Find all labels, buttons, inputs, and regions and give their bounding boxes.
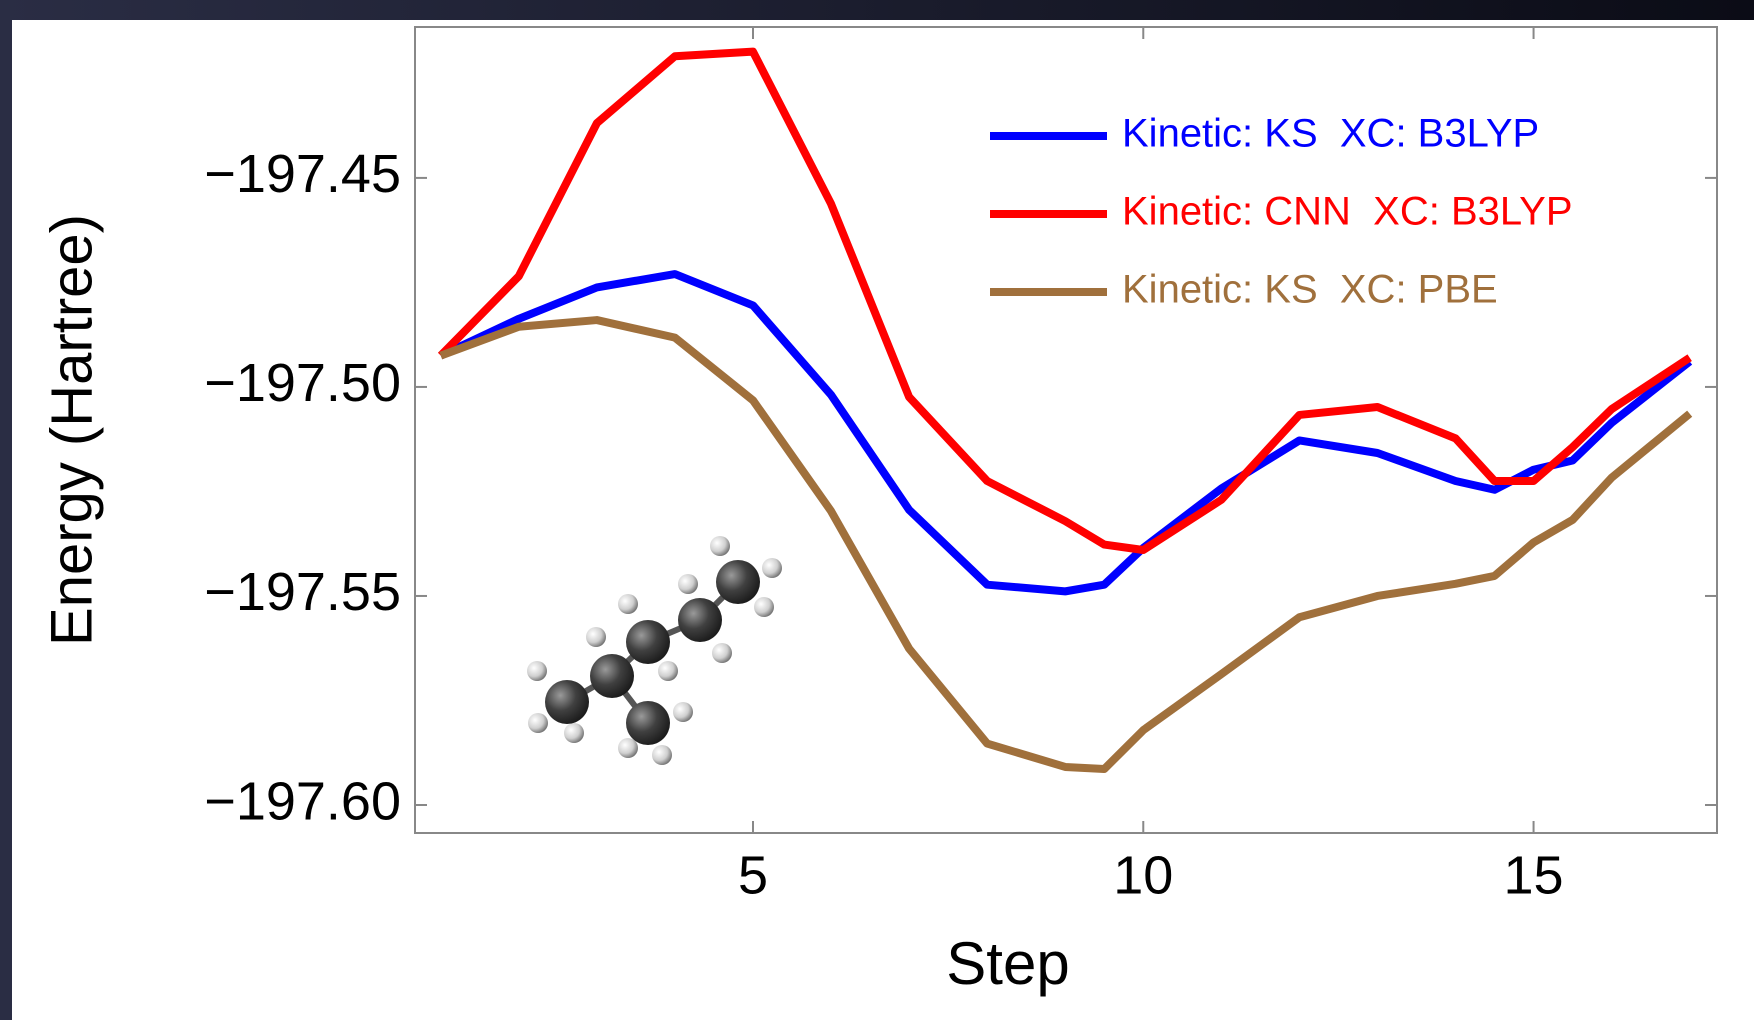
- legend-label: Kinetic: KS XC: B3LYP: [1122, 112, 1539, 156]
- x-axis-label: Step: [946, 930, 1069, 997]
- page: {"chart_data": { "type": "line", "x_labe…: [0, 0, 1754, 1020]
- chart: Step Energy (Hartree) −197.60 −197.55 −197…: [0, 0, 1754, 1020]
- x-tick-label: 15: [1504, 845, 1564, 905]
- y-tick-label: −197.45: [204, 144, 401, 204]
- x-tick-label: 10: [1113, 845, 1173, 905]
- y-axis-label: Energy (Hartree): [39, 214, 104, 646]
- legend-label: Kinetic: CNN XC: B3LYP: [1122, 190, 1573, 234]
- legend-label: Kinetic: KS XC: PBE: [1122, 268, 1498, 312]
- x-tick-label: 5: [738, 845, 768, 905]
- y-tick-label: −197.60: [204, 771, 401, 831]
- y-tick-label: −197.50: [204, 353, 401, 413]
- y-tick-label: −197.55: [204, 562, 401, 622]
